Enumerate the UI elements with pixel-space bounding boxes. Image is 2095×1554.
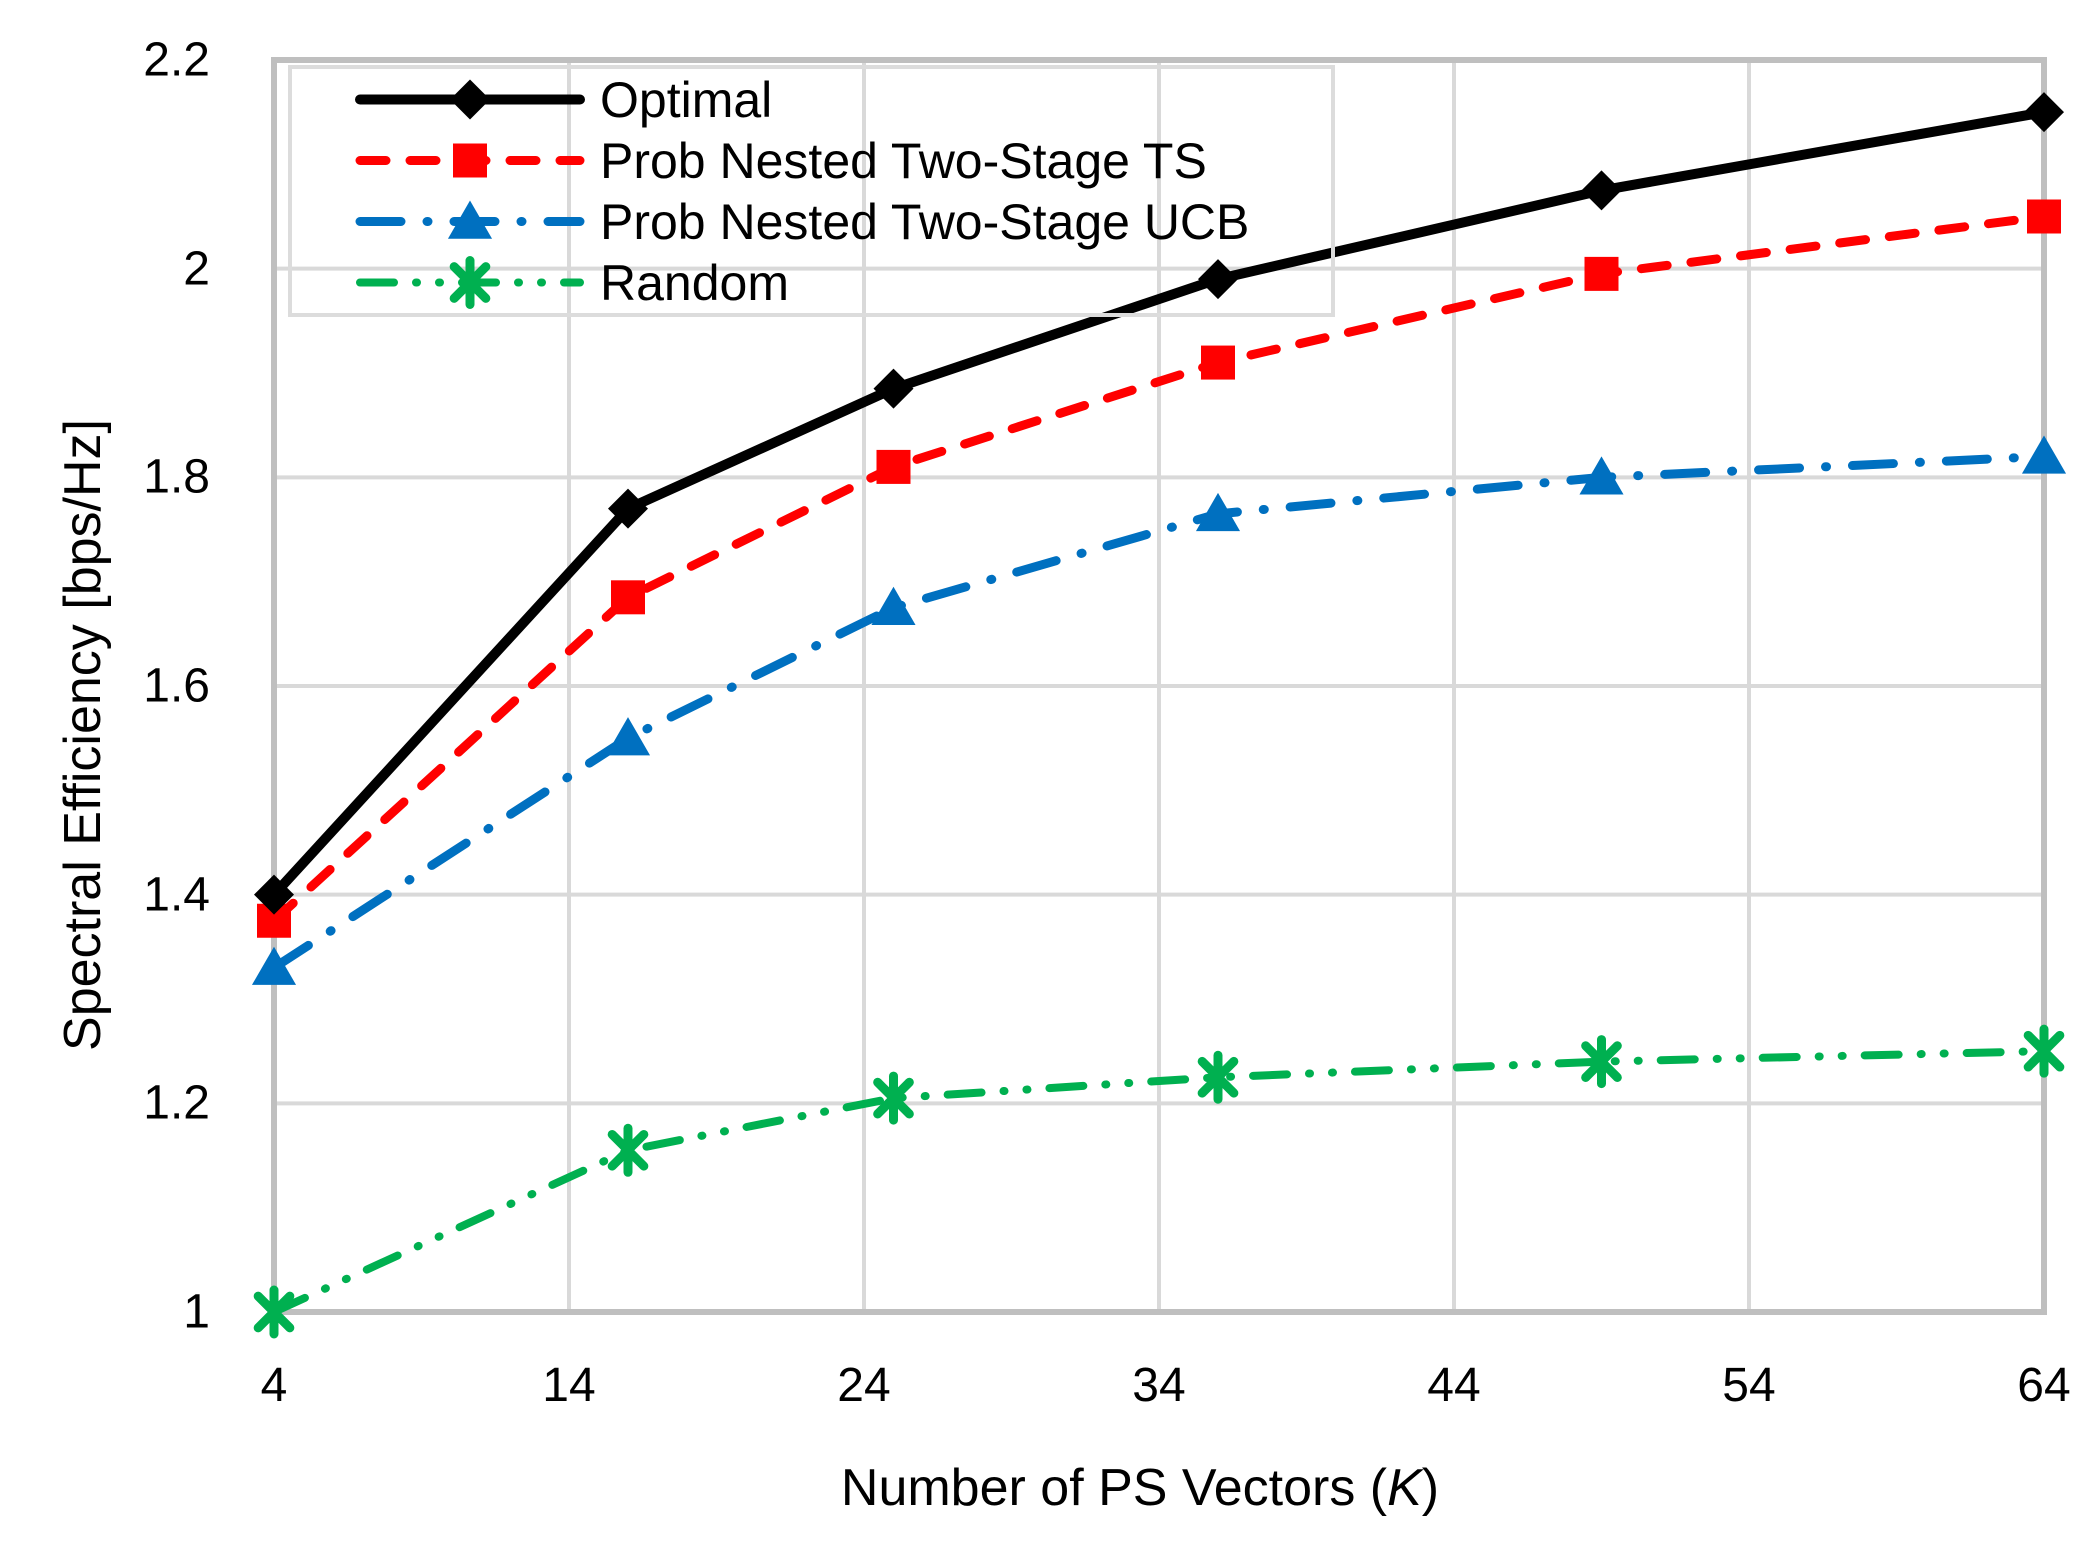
y-axis-title: Spectral Efficiency [bps/Hz]: [53, 103, 113, 1051]
y-tick-label-1: 1: [183, 1285, 210, 1339]
legend-sample-line-random: [356, 256, 584, 309]
x-tick-label-34: 34: [1132, 1359, 1186, 1412]
marker-diamond-optimal-4: [1581, 170, 1622, 211]
marker-asterisk-random-3: [1197, 1050, 1239, 1104]
marker-diamond-legend-optimal: [450, 79, 490, 120]
marker-triangle-prob-nested-two-stage-ucb-5: [2021, 435, 2067, 474]
marker-asterisk-random-5: [2023, 1024, 2065, 1078]
x-tick-label-24: 24: [837, 1359, 891, 1412]
marker-square-legend-prob-nested-two-stage-ts: [453, 143, 487, 178]
x-tick-label-4: 4: [260, 1359, 288, 1412]
marker-asterisk-legend-random: [449, 256, 491, 309]
marker-asterisk-random-1: [607, 1123, 649, 1177]
marker-diamond-optimal-0: [254, 874, 294, 915]
legend-label: Random: [600, 254, 789, 311]
marker-asterisk-random-4: [1581, 1035, 1622, 1089]
series-line-random: [270, 1047, 2048, 1316]
y-tick-label-1.4: 1.4: [143, 868, 210, 922]
marker-diamond-optimal-2: [873, 368, 914, 409]
marker-triangle-legend-prob-nested-two-stage-ucb: [447, 200, 493, 239]
marker-triangle-prob-nested-two-stage-ucb-0: [251, 946, 297, 985]
x-tick-label-64: 64: [2017, 1359, 2071, 1412]
x-tick-label-54: 54: [1722, 1359, 1776, 1412]
marker-diamond-optimal-1: [608, 488, 648, 529]
legend-item: Prob Nested Two-Stage UCB: [292, 191, 1331, 252]
x-axis-title-suffix: ): [1421, 1459, 1440, 1517]
marker-triangle-prob-nested-two-stage-ucb-4: [1579, 456, 1624, 495]
y-tick-label-2.2: 2.2: [143, 33, 210, 87]
legend-label: Prob Nested Two-Stage TS: [600, 132, 1207, 189]
legend-label: Prob Nested Two-Stage UCB: [600, 193, 1250, 250]
x-tick-label-14: 14: [542, 1359, 596, 1412]
legend-sample-line-ucb: [355, 200, 585, 239]
x-axis-title-variable: K: [1387, 1459, 1422, 1517]
y-axis-title-text: Spectral Efficiency [bps/Hz]: [54, 419, 112, 1051]
legend-item: Random: [292, 252, 1331, 313]
series-line-prob-nested-two-stage-ts: [269, 212, 2049, 926]
legend: Optimal Prob Nested Two-Stage TS Prob Ne…: [288, 65, 1335, 317]
marker-triangle-prob-nested-two-stage-ucb-3: [1195, 492, 1241, 532]
series-line-optimal: [269, 107, 2049, 900]
series-line-prob-nested-two-stage-ucb: [269, 451, 2049, 973]
x-tick-label-44: 44: [1427, 1359, 1481, 1412]
marker-asterisk-random-0: [253, 1285, 295, 1339]
y-tick-label-1.6: 1.6: [143, 659, 210, 713]
marker-asterisk-random-2: [873, 1071, 914, 1125]
marker-square-prob-nested-two-stage-ts-3: [1201, 345, 1235, 380]
legend-sample-line-optimal: [355, 79, 585, 120]
legend-label: Optimal: [600, 71, 773, 128]
legend-item: Optimal: [292, 69, 1331, 130]
y-tick-label-1.2: 1.2: [143, 1076, 210, 1130]
legend-sample-line-ts: [355, 143, 585, 178]
marker-triangle-prob-nested-two-stage-ucb-2: [871, 586, 916, 625]
x-axis-title: Number of PS Vectors (K): [841, 1458, 1439, 1518]
marker-diamond-optimal-5: [2024, 92, 2064, 133]
y-tick-label-1.8: 1.8: [143, 450, 210, 504]
marker-triangle-prob-nested-two-stage-ucb-1: [605, 717, 651, 756]
x-axis-title-prefix: Number of PS Vectors (: [840, 1459, 1388, 1517]
legend-item: Prob Nested Two-Stage TS: [292, 130, 1331, 191]
y-tick-label-2: 2: [183, 242, 210, 296]
marker-square-prob-nested-two-stage-ts-1: [611, 580, 645, 615]
marker-square-prob-nested-two-stage-ts-2: [876, 449, 911, 484]
marker-square-prob-nested-two-stage-ts-5: [2027, 199, 2061, 234]
marker-diamond-optimal-3: [1198, 259, 1238, 300]
plot-border: [271, 57, 2047, 1315]
marker-square-prob-nested-two-stage-ts-4: [1584, 256, 1619, 291]
